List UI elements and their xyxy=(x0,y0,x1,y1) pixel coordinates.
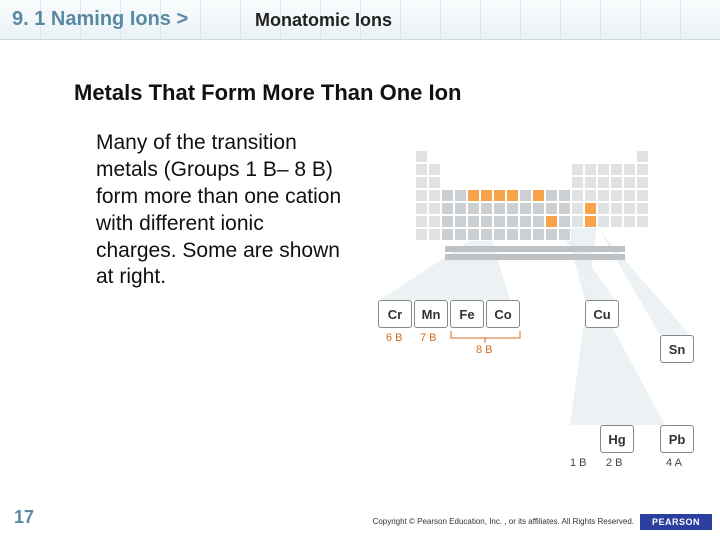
callout-co: Co xyxy=(486,300,520,328)
callout-hg-label: Hg xyxy=(608,432,625,447)
callout-fe: Fe xyxy=(450,300,484,328)
callout-sn: Sn xyxy=(660,335,694,363)
periodic-diagram: Cr Mn Fe Co Cu Sn Hg Pb 6 B 7 B 8 B 1 B … xyxy=(370,150,700,470)
bracket-8b xyxy=(450,330,522,344)
callout-sn-label: Sn xyxy=(669,342,686,357)
callout-mn: Mn xyxy=(414,300,448,328)
pearson-logo: PEARSON xyxy=(640,514,712,530)
page-heading: Metals That Form More Than One Ion xyxy=(74,80,461,106)
subtopic: Monatomic Ions xyxy=(255,10,392,31)
callout-mn-label: Mn xyxy=(422,307,441,322)
section-number: 9. 1 xyxy=(12,8,45,30)
body-text: Many of the transition metals (Groups 1 … xyxy=(96,130,346,291)
section-title: 9. 1 Naming Ions > xyxy=(12,8,188,31)
group-label-1b: 1 B xyxy=(570,457,587,469)
section-separator: > xyxy=(177,8,189,30)
group-label-6b: 6 B xyxy=(386,332,403,344)
copyright: Copyright © Pearson Education, Inc. , or… xyxy=(373,517,634,526)
section-name: Naming Ions xyxy=(51,8,171,30)
slide-number: 17 xyxy=(14,507,34,528)
callout-hg: Hg xyxy=(600,425,634,453)
callout-pb-label: Pb xyxy=(669,432,686,447)
callout-fe-label: Fe xyxy=(459,307,474,322)
callout-cr-label: Cr xyxy=(388,307,402,322)
group-label-4a: 4 A xyxy=(666,457,682,469)
group-label-2b: 2 B xyxy=(606,457,623,469)
callout-cr: Cr xyxy=(378,300,412,328)
callout-co-label: Co xyxy=(494,307,511,322)
callout-pb: Pb xyxy=(660,425,694,453)
callout-cu-label: Cu xyxy=(593,307,610,322)
callout-cu: Cu xyxy=(585,300,619,328)
group-label-8b: 8 B xyxy=(476,344,493,356)
group-label-7b: 7 B xyxy=(420,332,437,344)
